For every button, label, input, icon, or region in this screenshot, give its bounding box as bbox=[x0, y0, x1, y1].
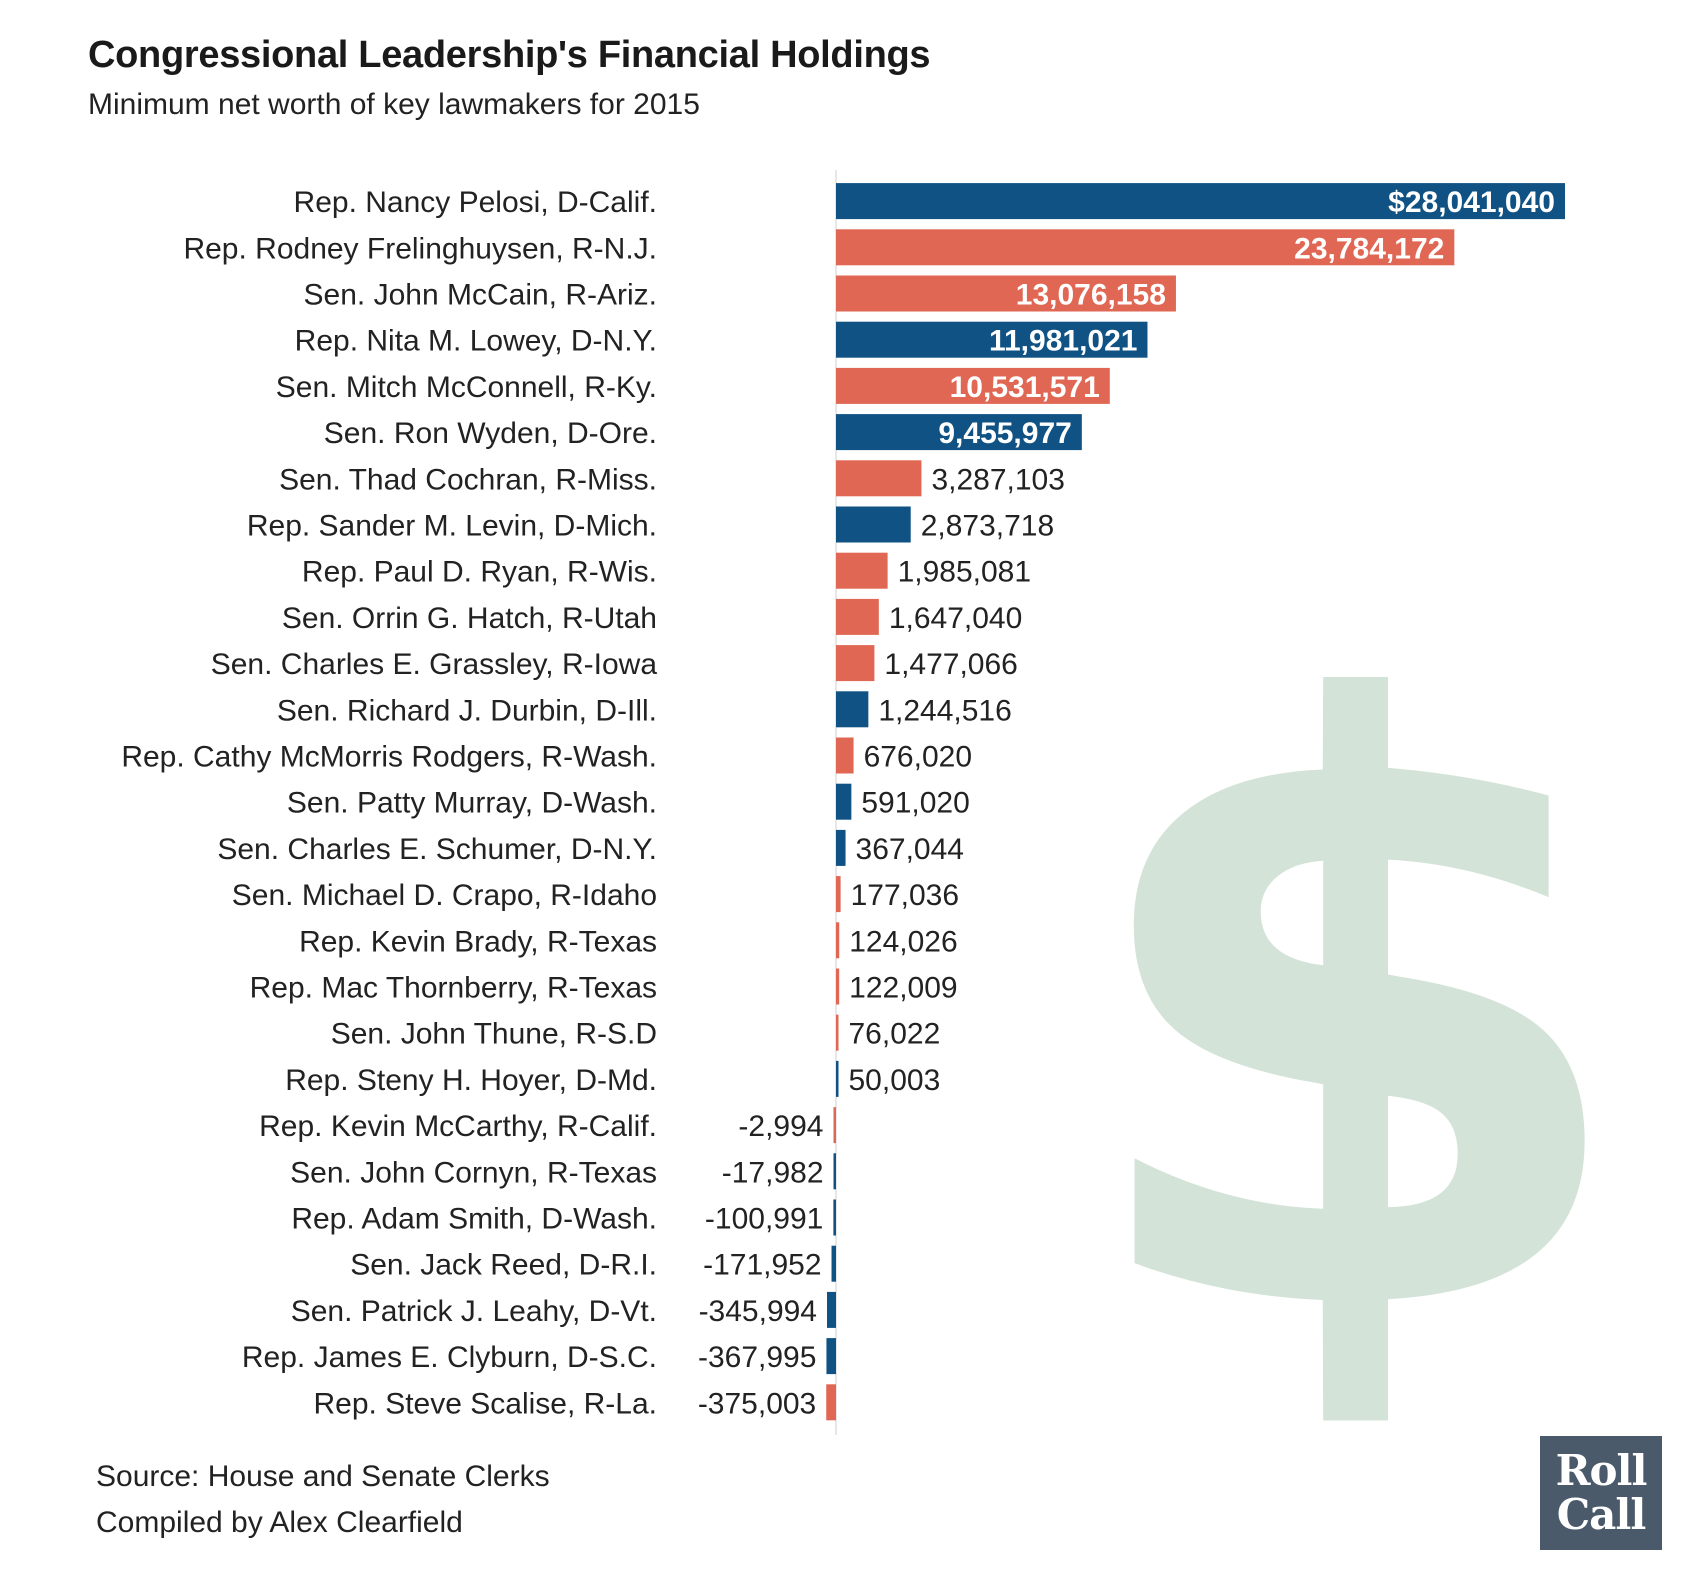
bar bbox=[831, 1245, 836, 1282]
value-label: -367,995 bbox=[698, 1341, 816, 1374]
category-label: Rep. Mac Thornberry, R-Texas bbox=[250, 972, 657, 1005]
bar bbox=[836, 691, 869, 728]
bar bbox=[836, 876, 841, 913]
value-label: 76,022 bbox=[849, 1018, 941, 1051]
bar bbox=[826, 1384, 836, 1421]
bar bbox=[836, 829, 846, 866]
bar bbox=[827, 1291, 836, 1328]
value-label: 2,873,718 bbox=[921, 510, 1054, 543]
category-label: Rep. Kevin Brady, R-Texas bbox=[299, 925, 657, 958]
bar bbox=[836, 968, 840, 1005]
value-label: 1,985,081 bbox=[898, 556, 1031, 589]
value-label: -17,982 bbox=[722, 1156, 824, 1189]
value-label: 3,287,103 bbox=[931, 463, 1064, 496]
category-label: Rep. Paul D. Ryan, R-Wis. bbox=[302, 556, 657, 589]
value-label: 11,981,021 bbox=[989, 325, 1138, 358]
value-label: -345,994 bbox=[699, 1295, 817, 1328]
category-label: Rep. Rodney Frelinghuysen, R-N.J. bbox=[183, 232, 657, 265]
value-label: -100,991 bbox=[705, 1203, 823, 1236]
category-labels-group: Rep. Nancy Pelosi, D-Calif. Rep. Rodney F… bbox=[121, 186, 657, 1420]
dollar-sign-glyph: $ bbox=[1070, 540, 1641, 1494]
bars-group bbox=[826, 183, 1565, 1421]
category-label: Rep. Steny H. Hoyer, D-Md. bbox=[285, 1064, 657, 1097]
bar bbox=[836, 552, 888, 589]
value-label: -171,952 bbox=[703, 1249, 821, 1282]
category-label: Sen. Patty Murray, D-Wash. bbox=[287, 787, 657, 820]
bar bbox=[833, 1153, 836, 1190]
bar bbox=[836, 598, 879, 635]
bar bbox=[836, 783, 852, 820]
value-label: -375,003 bbox=[698, 1387, 816, 1420]
value-label: 1,647,040 bbox=[889, 602, 1022, 635]
value-label: 122,009 bbox=[849, 972, 957, 1005]
bar bbox=[836, 183, 1565, 220]
value-labels-group: $28,041,040 23,784,172 13,076,158 11,981,02… bbox=[698, 186, 1555, 1420]
category-label: Sen. Thad Cochran, R-Miss. bbox=[279, 463, 657, 496]
chart-title: Congressional Leadership's Financial Hol… bbox=[88, 34, 931, 76]
value-label: 177,036 bbox=[851, 879, 959, 912]
category-label: Sen. Charles E. Schumer, D-N.Y. bbox=[217, 833, 657, 866]
category-label: Sen. Mitch McConnell, R-Ky. bbox=[276, 371, 657, 404]
category-label: Rep. Steve Scalise, R-La. bbox=[314, 1387, 658, 1420]
bar bbox=[836, 460, 922, 497]
value-label: 10,531,571 bbox=[950, 371, 1100, 404]
value-label: 676,020 bbox=[864, 741, 972, 774]
bar bbox=[836, 1060, 839, 1097]
category-label: Sen. Charles E. Grassley, R-Iowa bbox=[211, 648, 658, 681]
value-label: -2,994 bbox=[738, 1110, 823, 1143]
category-label: Rep. Nancy Pelosi, D-Calif. bbox=[294, 186, 657, 219]
dollar-sign-icon: $ bbox=[1070, 540, 1641, 1494]
category-label: Sen. John McCain, R-Ariz. bbox=[304, 279, 657, 312]
bar bbox=[836, 645, 875, 682]
source-note: Source: House and Senate Clerks bbox=[96, 1460, 550, 1493]
category-label: Rep. Nita M. Lowey, D-N.Y. bbox=[295, 325, 657, 358]
bar bbox=[836, 321, 1148, 358]
bar bbox=[833, 1199, 836, 1236]
bar bbox=[836, 1014, 839, 1051]
value-label: 50,003 bbox=[849, 1064, 941, 1097]
bar bbox=[836, 414, 1082, 451]
category-label: Sen. Patrick J. Leahy, D-Vt. bbox=[291, 1295, 657, 1328]
bar bbox=[836, 506, 911, 543]
category-label: Sen. Ron Wyden, D-Ore. bbox=[324, 417, 657, 450]
value-label: 1,244,516 bbox=[878, 694, 1011, 727]
value-label: 9,455,977 bbox=[938, 417, 1071, 450]
chart-subtitle: Minimum net worth of key lawmakers for 2… bbox=[88, 88, 700, 121]
value-label: 13,076,158 bbox=[1016, 279, 1166, 312]
value-label: 23,784,172 bbox=[1294, 232, 1444, 265]
bar bbox=[833, 1107, 836, 1144]
category-label: Rep. Sander M. Levin, D-Mich. bbox=[247, 510, 657, 543]
bar bbox=[836, 737, 854, 774]
credit-note: Compiled by Alex Clearfield bbox=[96, 1506, 463, 1539]
category-label: Rep. Adam Smith, D-Wash. bbox=[291, 1203, 657, 1236]
value-label: $28,041,040 bbox=[1388, 186, 1555, 219]
logo-line-1: Roll bbox=[1555, 1446, 1648, 1495]
bar bbox=[836, 367, 1110, 404]
value-label: 591,020 bbox=[861, 787, 969, 820]
bar bbox=[836, 229, 1455, 266]
category-label: Sen. Richard J. Durbin, D-Ill. bbox=[277, 694, 657, 727]
value-label: 1,477,066 bbox=[884, 648, 1017, 681]
value-label: 367,044 bbox=[856, 833, 964, 866]
bar bbox=[836, 922, 840, 959]
category-label: Sen. Orrin G. Hatch, R-Utah bbox=[282, 602, 657, 635]
category-label: Sen. Jack Reed, D-R.I. bbox=[350, 1249, 657, 1282]
category-label: Sen. Michael D. Crapo, R-Idaho bbox=[232, 879, 657, 912]
roll-call-logo: Roll Call bbox=[1540, 1436, 1662, 1550]
category-label: Rep. Cathy McMorris Rodgers, R-Wash. bbox=[121, 741, 657, 774]
bar bbox=[826, 1338, 836, 1375]
bar bbox=[836, 275, 1176, 312]
category-label: Rep. James E. Clyburn, D-S.C. bbox=[242, 1341, 657, 1374]
category-label: Sen. John Cornyn, R-Texas bbox=[290, 1156, 657, 1189]
value-label: 124,026 bbox=[849, 925, 957, 958]
category-label: Rep. Kevin McCarthy, R-Calif. bbox=[259, 1110, 657, 1143]
category-label: Sen. John Thune, R-S.D bbox=[331, 1018, 657, 1051]
logo-line-2: Call bbox=[1556, 1490, 1647, 1539]
